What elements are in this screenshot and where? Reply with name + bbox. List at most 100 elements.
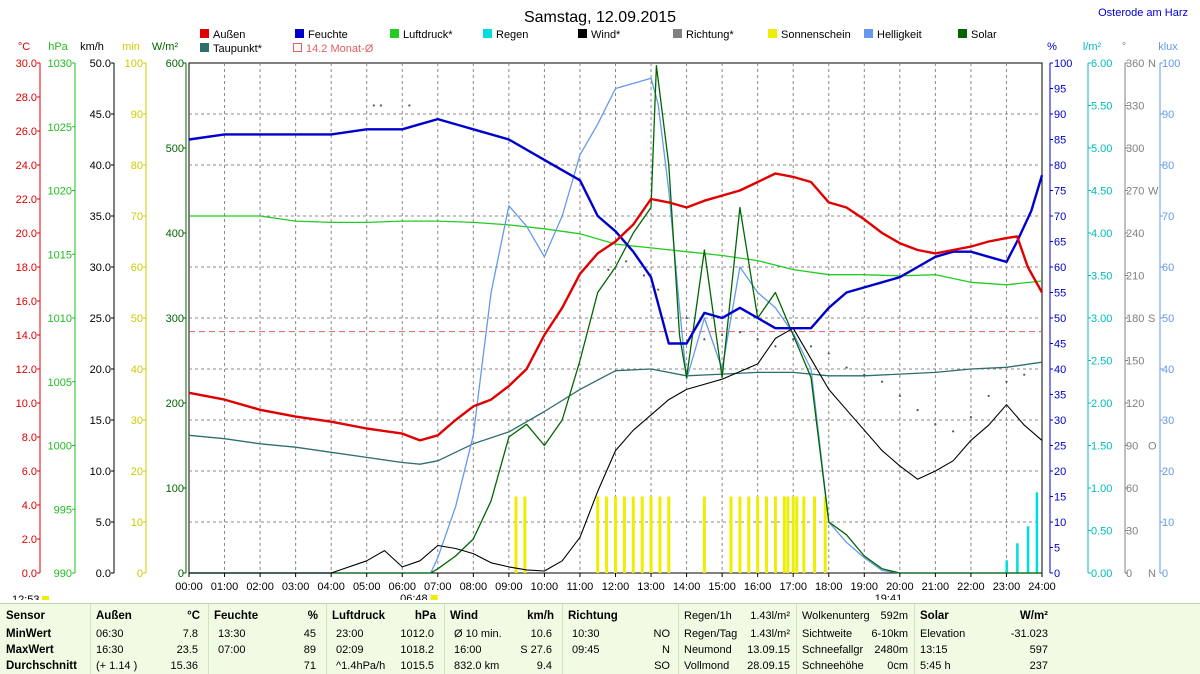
humidity-axis-tick-label: 95 xyxy=(1054,84,1066,96)
direction-axis-compass-label: O xyxy=(1148,441,1157,453)
table-column-divider xyxy=(208,604,209,674)
rain-bar xyxy=(1035,492,1039,573)
regen-value: 1.43l/m² xyxy=(750,610,790,622)
direction-axis-tick-label: 270 xyxy=(1126,186,1144,198)
legend-swatch xyxy=(295,29,304,38)
pressure-axis-tick-label: 1010 xyxy=(48,313,72,325)
direction-point xyxy=(845,366,848,369)
humidity-axis-tick-label: 85 xyxy=(1054,135,1066,147)
direction-axis-tick-label: 210 xyxy=(1126,271,1144,283)
aussen-min-label: 06:30 xyxy=(96,628,124,640)
sunshine-axis-tick-label: 70 xyxy=(131,211,143,223)
solar-value: 597 xyxy=(1029,644,1048,656)
sunshine-axis-tick-label: 30 xyxy=(131,415,143,427)
legend-swatch xyxy=(673,29,682,38)
sunshine-bar xyxy=(813,496,817,573)
sunshine-bar xyxy=(747,496,751,573)
unit-label-temp: °C xyxy=(18,41,30,53)
wolken-label: Schneefallgr xyxy=(802,644,864,656)
direction-axis-compass-label: W xyxy=(1148,186,1159,198)
pressure-axis-tick-label: 1020 xyxy=(48,186,72,198)
direction-point xyxy=(721,333,724,337)
wind-line xyxy=(189,327,1043,574)
rain-axis-tick-label: 3.00 xyxy=(1091,313,1112,325)
temp-axis-tick-label: 0.0 xyxy=(22,568,37,580)
humidity-axis-tick-label: 60 xyxy=(1054,262,1066,274)
humidity-axis-tick-label: 55 xyxy=(1054,288,1066,300)
solar-line xyxy=(189,64,1042,574)
brightness-axis-tick-label: 50 xyxy=(1162,313,1174,325)
direction-axis-tick-label: 330 xyxy=(1126,101,1144,113)
sunshine-axis-tick-label: 10 xyxy=(131,517,143,529)
temp-axis-tick-label: 18.0 xyxy=(16,262,37,274)
table-row-label: MaxWert xyxy=(6,644,54,656)
aussen-min-value: 7.8 xyxy=(182,628,198,640)
direction-point xyxy=(969,416,973,419)
pressure-axis-tick-label: 990 xyxy=(54,568,72,580)
humidity-axis-tick-label: 0 xyxy=(1054,568,1060,580)
wind-avg-label: 832.0 km xyxy=(454,660,500,672)
direction-axis-tick-label: 0 xyxy=(1126,568,1132,580)
direction-point xyxy=(1023,373,1026,376)
humidity-axis-tick-label: 80 xyxy=(1054,160,1066,172)
brightness-axis-tick-label: 100 xyxy=(1162,58,1180,70)
x-axis-labels: 00:00 01:00 02:00 03:00 04:00 05:00 06:00 07:00… xyxy=(175,573,1056,593)
temp-axis-tick-label: 2.0 xyxy=(22,534,37,546)
wind-axis-tick-label: 25.0 xyxy=(90,313,111,325)
humidity-axis-tick-label: 40 xyxy=(1054,364,1066,376)
wind-axis-tick-label: 15.0 xyxy=(90,415,111,427)
temp-axis-tick-label: 6.0 xyxy=(22,466,37,478)
x-tick-label: 01:00 xyxy=(211,581,239,593)
solar-axis-tick-label: 300 xyxy=(166,313,184,325)
x-tick-label: 03:00 xyxy=(282,581,310,593)
table-column-divider xyxy=(562,604,563,674)
table-column-divider xyxy=(90,604,91,674)
solar-axis-tick-label: 200 xyxy=(166,398,184,410)
wolken-label: Wolkenunterg xyxy=(802,610,870,622)
legend-swatch xyxy=(483,29,492,38)
legend-label: Helligkeit xyxy=(877,29,922,41)
brightness-axis-tick-label: 60 xyxy=(1162,262,1174,274)
solar-axis-tick-label: 500 xyxy=(166,143,184,155)
direction-axis-tick-label: 180 xyxy=(1126,313,1144,325)
brightness-axis-tick-label: 80 xyxy=(1162,160,1174,172)
sunshine-bar xyxy=(596,496,600,573)
feuchte-min-value: 45 xyxy=(303,628,316,640)
sunshine-bar xyxy=(649,496,653,573)
x-tick-label: 08:00 xyxy=(460,581,488,593)
rain-axis-tick-label: 2.50 xyxy=(1091,356,1112,368)
temp-axis-tick-label: 16.0 xyxy=(16,296,37,308)
pressure-axis-tick-label: 1015 xyxy=(48,249,72,261)
direction-axis-compass-label: N xyxy=(1148,58,1156,70)
direction-point xyxy=(774,345,777,348)
humidity-axis-tick-label: 70 xyxy=(1054,211,1066,223)
unit-label-wind: km/h xyxy=(80,41,104,53)
luftdruck-header: Luftdruck xyxy=(332,610,386,622)
chart-title: Samstag, 12.09.2015 xyxy=(524,9,676,26)
location-label: Osterode am Harz xyxy=(1098,7,1188,19)
sunshine-bar xyxy=(802,496,806,573)
direction-axis-tick-label: 240 xyxy=(1126,228,1144,240)
rain-bar xyxy=(1005,560,1008,573)
temperature-line xyxy=(188,172,1044,442)
x-tick-label: 18:00 xyxy=(815,581,843,593)
luftdruck-min-label: 23:00 xyxy=(336,628,364,640)
x-tick-label: 00:00 xyxy=(175,581,203,593)
rain-axis-tick-label: 5.00 xyxy=(1091,143,1112,155)
temp-axis-tick-label: 8.0 xyxy=(22,432,37,444)
humidity-axis-tick-label: 25 xyxy=(1054,441,1066,453)
humidity-axis-tick-label: 65 xyxy=(1054,237,1066,249)
legend: Außen Feuchte Luftdruck* Regen Wind* Richtung… xyxy=(200,29,997,55)
direction-point xyxy=(916,408,919,412)
humidity-line xyxy=(188,117,1044,345)
temp-axis-tick-label: 26.0 xyxy=(16,126,37,138)
richtung-min-label: 10:30 xyxy=(572,628,600,640)
legend-label: Sonnenschein xyxy=(781,29,851,41)
x-tick-label: 15:00 xyxy=(708,581,736,593)
rain-axis-tick-label: 0.00 xyxy=(1091,568,1112,580)
time-markers: 06:48 19:41 12:53 xyxy=(12,593,902,600)
sunshine-axis-tick-label: 100 xyxy=(125,58,143,70)
aussen-max-label: 16:30 xyxy=(96,644,124,656)
feuchte-unit: % xyxy=(307,610,318,622)
rain-axis-tick-label: 4.00 xyxy=(1091,228,1112,240)
